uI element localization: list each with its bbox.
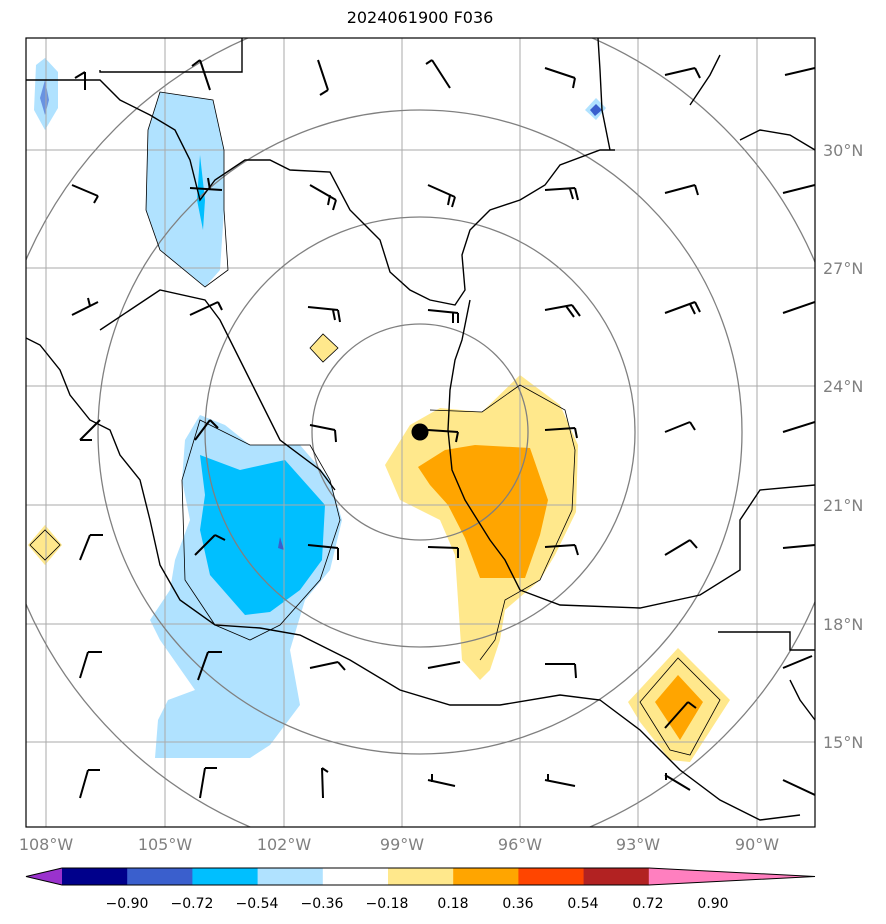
lon-tick-label: 105°W — [138, 835, 193, 854]
lat-tick-labels: 30°N 27°N 24°N 21°N 18°N 15°N — [823, 141, 863, 752]
lon-tick-label: 96°W — [498, 835, 542, 854]
colorbar-segment — [518, 868, 585, 885]
lat-tick-label: 18°N — [823, 615, 863, 634]
colorbar-tick-label: 0.54 — [567, 896, 598, 912]
colorbar-segment — [257, 868, 324, 885]
lat-tick-label: 24°N — [823, 377, 863, 396]
lat-lon-gridlines — [26, 38, 815, 827]
map-plot-area — [26, 38, 815, 827]
colorbar-tick-label: 0.36 — [502, 896, 533, 912]
colorbar-tick-label: −0.36 — [301, 896, 344, 912]
coastlines-borders — [26, 38, 815, 821]
storm-center-marker — [411, 423, 429, 441]
colorbar-tick-label: −0.72 — [171, 896, 214, 912]
map-title: 2024061900 F036 — [346, 8, 494, 27]
lon-tick-label: 108°W — [19, 835, 74, 854]
positive-anomaly-shading — [28, 334, 730, 762]
colorbar-tick-label: 0.18 — [437, 896, 468, 912]
lon-tick-label: 90°W — [735, 835, 779, 854]
colorbar-outline — [25, 867, 816, 886]
colorbar-segment — [322, 868, 389, 885]
colorbar — [25, 867, 816, 886]
colorbar-tick-label: 0.72 — [632, 896, 663, 912]
colorbar-extend-min — [26, 868, 62, 885]
shading-outlines — [29, 91, 721, 756]
colorbar-segment — [453, 868, 519, 885]
colorbar-tick-label: 0.90 — [697, 896, 728, 912]
lat-tick-label: 15°N — [823, 733, 863, 752]
colorbar-tick-labels: −0.90 −0.72 −0.54 −0.36 −0.18 0.18 0.36 … — [106, 896, 729, 912]
map-frame — [25, 37, 816, 828]
range-rings — [26, 38, 815, 827]
lat-tick-label: 21°N — [823, 496, 863, 515]
colorbar-segment — [583, 868, 650, 885]
lat-tick-label: 27°N — [823, 259, 863, 278]
wind-barbs — [71, 59, 815, 799]
colorbar-tick-label: −0.54 — [236, 896, 279, 912]
colorbar-segment — [192, 868, 259, 885]
lon-tick-label: 102°W — [257, 835, 312, 854]
lon-tick-label: 93°W — [616, 835, 660, 854]
colorbar-tick-label: −0.90 — [106, 896, 149, 912]
lon-tick-labels: 108°W 105°W 102°W 99°W 96°W 93°W 90°W — [19, 835, 779, 854]
colorbar-extend-max — [648, 868, 815, 885]
lon-tick-label: 99°W — [380, 835, 424, 854]
colorbar-tick-label: −0.18 — [366, 896, 409, 912]
colorbar-segment — [388, 868, 454, 885]
lat-tick-label: 30°N — [823, 141, 863, 160]
colorbar-segment — [62, 868, 128, 885]
colorbar-segment — [127, 868, 193, 885]
